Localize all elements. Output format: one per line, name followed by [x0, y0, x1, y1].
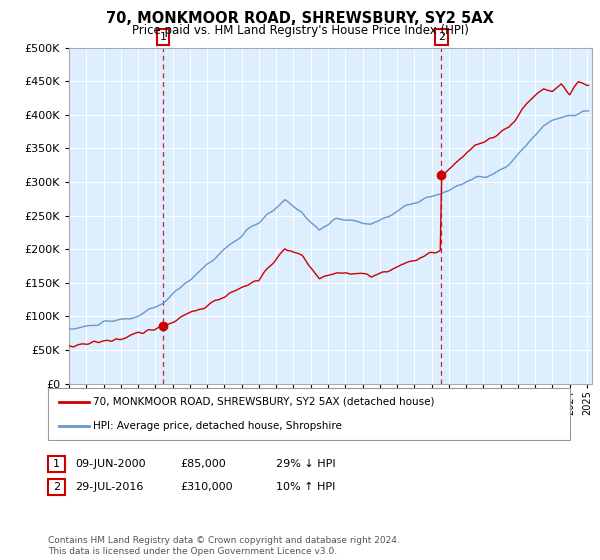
Text: £310,000: £310,000 [180, 482, 233, 492]
Text: 2: 2 [438, 32, 445, 42]
Text: £85,000: £85,000 [180, 459, 226, 469]
Text: Price paid vs. HM Land Registry's House Price Index (HPI): Price paid vs. HM Land Registry's House … [131, 24, 469, 37]
Text: 70, MONKMOOR ROAD, SHREWSBURY, SY2 5AX (detached house): 70, MONKMOOR ROAD, SHREWSBURY, SY2 5AX (… [93, 397, 434, 407]
Text: Contains HM Land Registry data © Crown copyright and database right 2024.
This d: Contains HM Land Registry data © Crown c… [48, 536, 400, 556]
Text: 1: 1 [160, 32, 166, 42]
Text: 70, MONKMOOR ROAD, SHREWSBURY, SY2 5AX: 70, MONKMOOR ROAD, SHREWSBURY, SY2 5AX [106, 11, 494, 26]
Text: 09-JUN-2000: 09-JUN-2000 [75, 459, 146, 469]
Text: 2: 2 [53, 482, 60, 492]
Text: 10% ↑ HPI: 10% ↑ HPI [276, 482, 335, 492]
Text: 29% ↓ HPI: 29% ↓ HPI [276, 459, 335, 469]
Text: 29-JUL-2016: 29-JUL-2016 [75, 482, 143, 492]
Text: 1: 1 [53, 459, 60, 469]
Text: HPI: Average price, detached house, Shropshire: HPI: Average price, detached house, Shro… [93, 421, 342, 431]
